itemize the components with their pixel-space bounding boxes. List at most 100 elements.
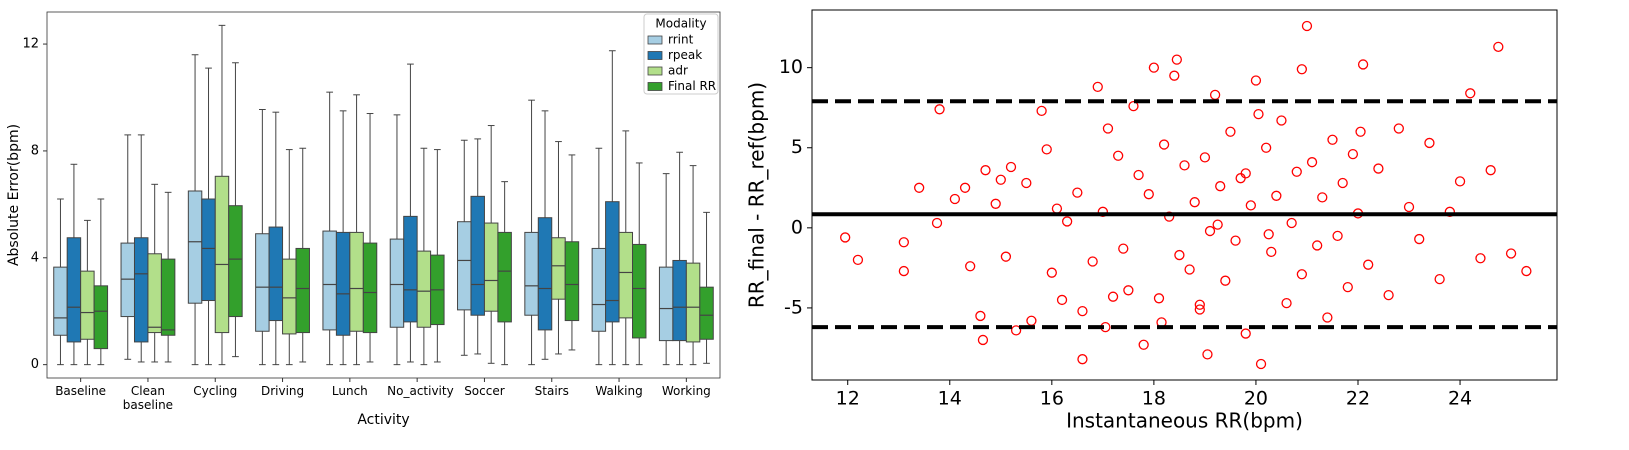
y-tick-label: 8 xyxy=(31,143,39,158)
point xyxy=(1005,161,1017,173)
point xyxy=(1133,169,1144,181)
point xyxy=(1245,200,1256,211)
point xyxy=(1174,249,1185,261)
y-tick-label: -5 xyxy=(784,296,803,318)
point xyxy=(931,217,943,229)
x-tick-label: Driving xyxy=(260,384,305,398)
point xyxy=(1123,285,1134,296)
point xyxy=(1475,253,1486,264)
point xyxy=(1128,100,1139,112)
box xyxy=(93,285,109,350)
point xyxy=(965,261,976,272)
x-tick-label: Soccer xyxy=(464,384,505,398)
box xyxy=(403,215,418,323)
point xyxy=(1250,75,1262,86)
y-tick-label: 4 xyxy=(31,250,39,265)
point xyxy=(1097,206,1109,217)
x-tick-label: Working xyxy=(661,384,711,398)
point xyxy=(1296,64,1308,75)
box xyxy=(255,233,270,332)
box xyxy=(335,231,351,336)
x-tick-label: Cycling xyxy=(193,384,238,398)
point xyxy=(977,334,989,346)
x-tick-label: 16 xyxy=(1040,388,1064,410)
point xyxy=(1505,248,1517,259)
point xyxy=(1164,211,1175,222)
x-tick-label: Stairs xyxy=(534,384,569,398)
point xyxy=(1255,358,1267,370)
box xyxy=(605,201,620,323)
point xyxy=(1485,165,1496,176)
point xyxy=(1291,166,1302,177)
point xyxy=(1036,105,1047,117)
point xyxy=(1000,251,1012,262)
point xyxy=(1184,264,1195,275)
x-axis-label: Activity xyxy=(357,412,409,428)
point xyxy=(995,174,1006,185)
box xyxy=(416,250,432,328)
legend-label: adr xyxy=(668,64,688,78)
box xyxy=(295,247,310,334)
point xyxy=(1148,62,1160,73)
legend-label: rrint xyxy=(668,33,694,47)
point xyxy=(1403,201,1415,213)
point xyxy=(1493,41,1504,52)
x-tick-label: 14 xyxy=(938,388,962,410)
legend-label: Final RR xyxy=(668,79,716,93)
point xyxy=(1327,134,1338,145)
point xyxy=(1337,177,1348,189)
point xyxy=(1322,312,1333,323)
box xyxy=(201,198,216,302)
x-tick-label: No_activity xyxy=(387,384,454,398)
point xyxy=(1046,267,1057,278)
point xyxy=(990,198,1001,209)
legend-label: rpeak xyxy=(668,48,702,62)
point xyxy=(1414,233,1425,245)
box xyxy=(591,247,607,332)
point xyxy=(1158,139,1170,150)
point xyxy=(1072,187,1083,198)
point xyxy=(1143,189,1154,200)
box xyxy=(632,243,647,339)
box xyxy=(322,230,337,331)
point xyxy=(1281,297,1292,309)
point xyxy=(1021,177,1032,189)
point xyxy=(980,165,991,176)
point xyxy=(1363,259,1374,270)
box xyxy=(349,231,364,332)
point xyxy=(1077,305,1088,317)
x-tick-label: Lunch xyxy=(331,384,368,398)
legend-frame xyxy=(643,13,719,95)
point xyxy=(1357,59,1369,70)
box xyxy=(551,237,566,300)
box xyxy=(147,253,162,334)
x-axis-label: Instantaneous RR(bpm) xyxy=(1066,409,1303,433)
box xyxy=(389,238,405,328)
box xyxy=(362,242,378,334)
box xyxy=(497,231,512,323)
point xyxy=(898,265,909,277)
point xyxy=(1306,157,1318,168)
x-tick-label: 18 xyxy=(1142,388,1166,410)
point xyxy=(1010,325,1022,336)
point xyxy=(1342,281,1353,293)
box xyxy=(524,231,539,316)
box xyxy=(483,222,499,312)
point xyxy=(1296,269,1308,280)
box xyxy=(457,221,472,311)
point xyxy=(1171,54,1182,65)
point xyxy=(1179,160,1190,171)
box xyxy=(80,270,95,340)
point xyxy=(975,310,986,322)
point xyxy=(1189,197,1200,208)
box xyxy=(160,258,176,336)
point xyxy=(1434,273,1445,285)
point xyxy=(1041,144,1052,155)
point xyxy=(1169,70,1180,81)
legend-title: Modality xyxy=(655,17,706,31)
point xyxy=(1393,123,1404,134)
point xyxy=(840,232,851,243)
box xyxy=(618,231,634,319)
x-tick-label: 12 xyxy=(836,388,860,410)
